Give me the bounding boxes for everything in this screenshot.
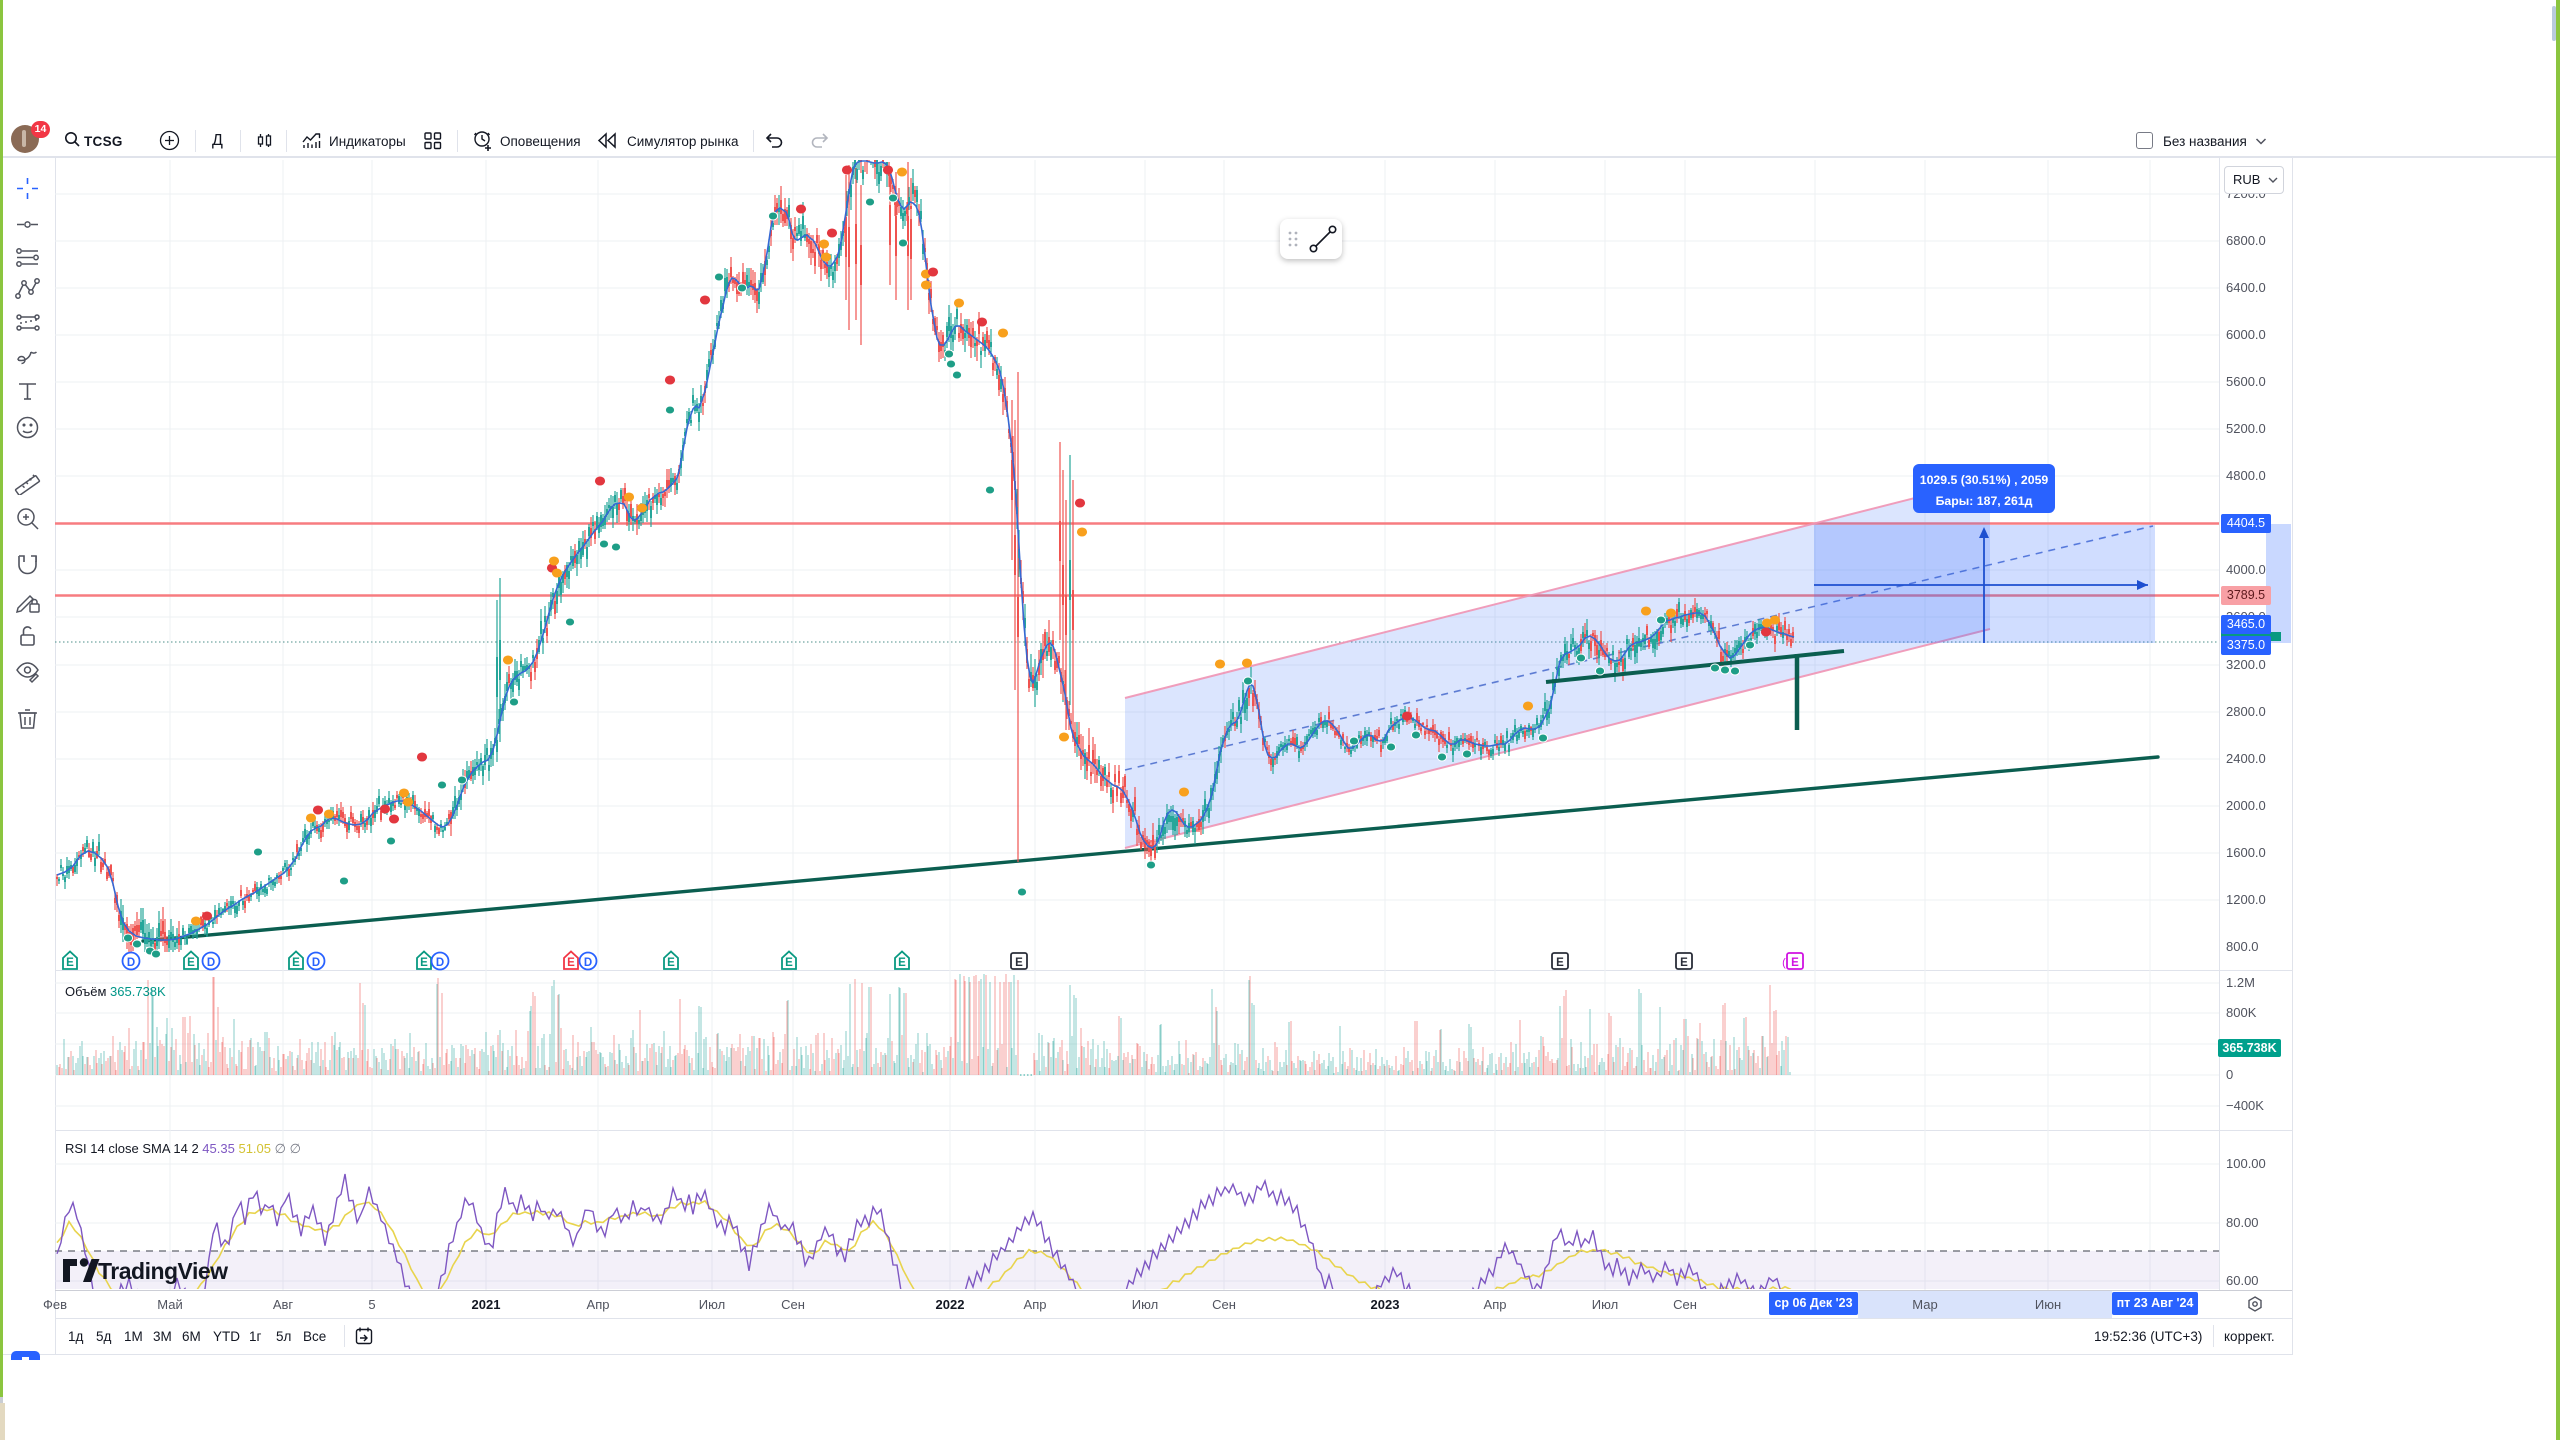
svg-text:E: E: [898, 957, 906, 969]
svg-text:E: E: [187, 957, 195, 969]
svg-text:D: D: [436, 957, 444, 969]
svg-text:D: D: [207, 957, 215, 969]
svg-text:E: E: [567, 957, 575, 969]
svg-text:E: E: [1791, 957, 1799, 969]
svg-text:E: E: [785, 957, 793, 969]
svg-text:1029.5 (30.51%) , 2059: 1029.5 (30.51%) , 2059: [1920, 473, 2049, 487]
svg-text:(: (: [1782, 957, 1786, 969]
svg-text:E: E: [1015, 957, 1023, 969]
svg-text:D: D: [127, 957, 135, 969]
svg-text:E: E: [66, 957, 74, 969]
svg-text:D: D: [312, 957, 320, 969]
svg-text:D: D: [584, 957, 592, 969]
svg-text:E: E: [1556, 957, 1564, 969]
svg-text:E: E: [292, 957, 300, 969]
svg-text:E: E: [667, 957, 675, 969]
svg-text:E: E: [1680, 957, 1688, 969]
svg-text:Бары: 187, 261д: Бары: 187, 261д: [1936, 494, 2033, 508]
svg-text:E: E: [420, 957, 428, 969]
svg-text:TradingView: TradingView: [98, 1258, 228, 1284]
